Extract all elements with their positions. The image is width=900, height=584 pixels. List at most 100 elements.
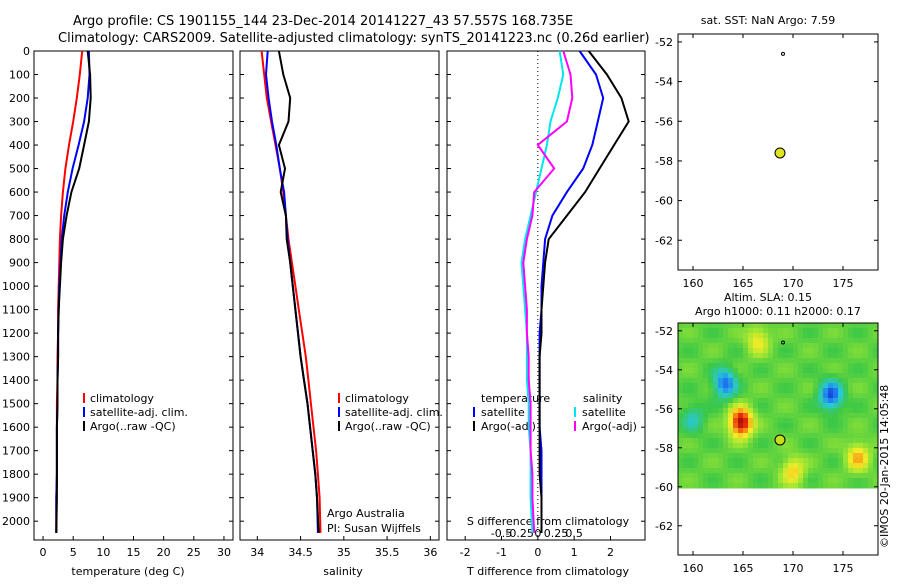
heatmap-cell	[678, 453, 684, 459]
heatmap-cell	[818, 398, 824, 404]
heatmap-cell	[863, 453, 869, 459]
heatmap-cell	[848, 463, 854, 469]
heatmap-cell	[868, 348, 874, 354]
heatmap-cell	[873, 383, 879, 389]
heatmap-cell	[828, 338, 834, 344]
heatmap-cell	[863, 408, 869, 414]
heatmap-cell	[698, 443, 704, 449]
heatmap-cell	[758, 328, 764, 334]
heatmap-cell	[718, 463, 724, 469]
heatmap-cell	[693, 333, 699, 339]
heatmap-cell	[848, 418, 854, 424]
heatmap-cell	[873, 458, 879, 464]
heatmap-cell	[803, 478, 809, 484]
heatmap-cell	[843, 343, 849, 349]
heatmap-cell	[763, 458, 769, 464]
heatmap-cell	[828, 483, 834, 489]
heatmap-cell	[723, 408, 729, 414]
heatmap-cell	[808, 473, 814, 479]
heatmap-cell	[838, 343, 844, 349]
heatmap-cell	[693, 463, 699, 469]
heatmap-cell	[778, 353, 784, 359]
heatmap-cell	[763, 353, 769, 359]
heatmap-cell	[728, 428, 734, 434]
heatmap-cell	[788, 328, 794, 334]
heatmap-cell	[838, 408, 844, 414]
heatmap-cell	[863, 423, 869, 429]
heatmap-cell	[753, 483, 759, 489]
heatmap-cell	[818, 343, 824, 349]
heatmap-cell	[683, 368, 689, 374]
heatmap-cell	[788, 478, 794, 484]
heatmap-cell	[728, 408, 734, 414]
heatmap-cell	[738, 348, 744, 354]
heatmap-cell	[763, 393, 769, 399]
heatmap-cell	[808, 413, 814, 419]
heatmap-cell	[798, 378, 804, 384]
heatmap-cell	[803, 398, 809, 404]
heatmap-cell	[793, 333, 799, 339]
x-tick-label: 25	[187, 546, 201, 559]
heatmap-cell	[708, 463, 714, 469]
heatmap-cell	[788, 348, 794, 354]
heatmap-cell	[853, 388, 859, 394]
heatmap-cell	[753, 388, 759, 394]
argo-float-marker	[774, 147, 786, 159]
heatmap-cell	[748, 443, 754, 449]
heatmap-cell	[778, 363, 784, 369]
heatmap-cell	[868, 323, 874, 329]
heatmap-cell	[718, 428, 724, 434]
heatmap-cell	[703, 458, 709, 464]
heatmap-cell	[753, 438, 759, 444]
heatmap-cell	[693, 398, 699, 404]
heatmap-cell	[808, 483, 814, 489]
heatmap-cell	[858, 483, 864, 489]
heatmap-cell	[853, 413, 859, 419]
heatmap-cell	[833, 388, 839, 394]
heatmap-cell	[868, 343, 874, 349]
heatmap-cell	[713, 408, 719, 414]
heatmap-cell	[733, 353, 739, 359]
heatmap-cell	[698, 468, 704, 474]
heatmap-cell	[708, 393, 714, 399]
heatmap-cell	[828, 468, 834, 474]
heatmap-cell	[838, 378, 844, 384]
heatmap-cell	[788, 413, 794, 419]
heatmap-cell	[848, 408, 854, 414]
heatmap-cell	[723, 348, 729, 354]
heatmap-cell	[818, 393, 824, 399]
heatmap-cell	[863, 443, 869, 449]
heatmap-cell	[783, 448, 789, 454]
series-line-temperature-argo-adj-	[538, 50, 630, 533]
heatmap-cell	[818, 443, 824, 449]
heatmap-cell	[863, 438, 869, 444]
small-marker	[781, 51, 785, 56]
heatmap-cell	[683, 428, 689, 434]
heatmap-cell	[863, 383, 869, 389]
y-tick-label: 1700	[2, 445, 30, 458]
heatmap-cell	[823, 363, 829, 369]
y-tick-label: 700	[9, 210, 30, 223]
heatmap-cell	[863, 373, 869, 379]
heatmap-cell	[768, 328, 774, 334]
legend-label-temp-argo: Argo(-adj)	[481, 420, 536, 433]
heatmap-cell	[703, 478, 709, 484]
heatmap-cell	[758, 433, 764, 439]
heatmap-cell	[858, 478, 864, 484]
heatmap-cell	[873, 413, 879, 419]
heatmap-cell	[873, 448, 879, 454]
heatmap-cell	[868, 468, 874, 474]
heatmap-cell	[843, 438, 849, 444]
heatmap-cell	[743, 388, 749, 394]
heatmap-cell	[843, 398, 849, 404]
heatmap-cell	[698, 408, 704, 414]
heatmap-cell	[678, 423, 684, 429]
heatmap-cell	[793, 388, 799, 394]
heatmap-cell	[853, 378, 859, 384]
x-tick-label: 5	[70, 546, 77, 559]
heatmap-cell	[813, 348, 819, 354]
y-tick-label: -52	[655, 36, 673, 49]
heatmap-cell	[818, 388, 824, 394]
heatmap-cell	[713, 398, 719, 404]
heatmap-cell	[803, 328, 809, 334]
